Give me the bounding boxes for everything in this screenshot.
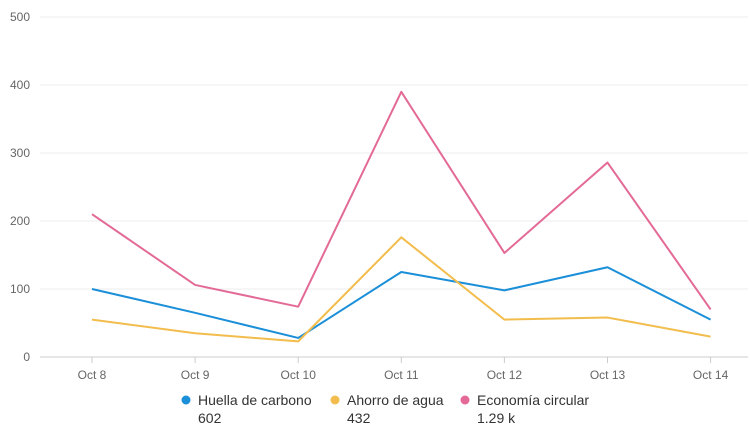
legend-item-2[interactable]: Economía circular 1.29 k xyxy=(460,392,590,426)
legend-item-1[interactable]: Ahorro de agua 432 xyxy=(330,392,444,426)
legend-marker xyxy=(181,395,191,405)
legend-label: Huella de carbono xyxy=(198,392,312,408)
legend: Huella de carbono 602 Ahorro de agua 432 Eco… xyxy=(181,392,590,426)
y-tick-label: 200 xyxy=(10,214,30,228)
x-tick-label: Oct 10 xyxy=(281,368,317,382)
legend-total: 1.29 k xyxy=(477,410,516,426)
x-tick-label: Oct 14 xyxy=(693,368,729,382)
legend-marker xyxy=(460,395,470,405)
legend-total: 432 xyxy=(347,410,371,426)
legend-label: Ahorro de agua xyxy=(347,392,444,408)
y-tick-label: 300 xyxy=(10,146,30,160)
x-tick-label: Oct 12 xyxy=(487,368,523,382)
x-tick-label: Oct 8 xyxy=(78,368,107,382)
legend-marker xyxy=(330,395,340,405)
y-tick-label: 400 xyxy=(10,78,30,92)
y-axis: 0 100 200 300 400 500 xyxy=(10,10,30,364)
legend-label: Economía circular xyxy=(477,392,589,408)
grid-lines xyxy=(40,16,748,290)
y-tick-label: 0 xyxy=(23,350,30,364)
y-tick-label: 500 xyxy=(10,10,30,24)
x-tick-label: Oct 13 xyxy=(590,368,626,382)
x-axis: Oct 8 Oct 9 Oct 10 Oct 11 Oct 12 Oct 13 Oct 14 xyxy=(40,356,748,382)
x-tick-label: Oct 11 xyxy=(384,368,419,382)
legend-total: 602 xyxy=(198,410,222,426)
legend-item-0[interactable]: Huella de carbono 602 xyxy=(181,392,312,426)
y-tick-label: 100 xyxy=(10,282,30,296)
series-line-2 xyxy=(91,90,712,310)
x-tick-label: Oct 9 xyxy=(181,368,210,382)
series-lines xyxy=(91,90,712,343)
